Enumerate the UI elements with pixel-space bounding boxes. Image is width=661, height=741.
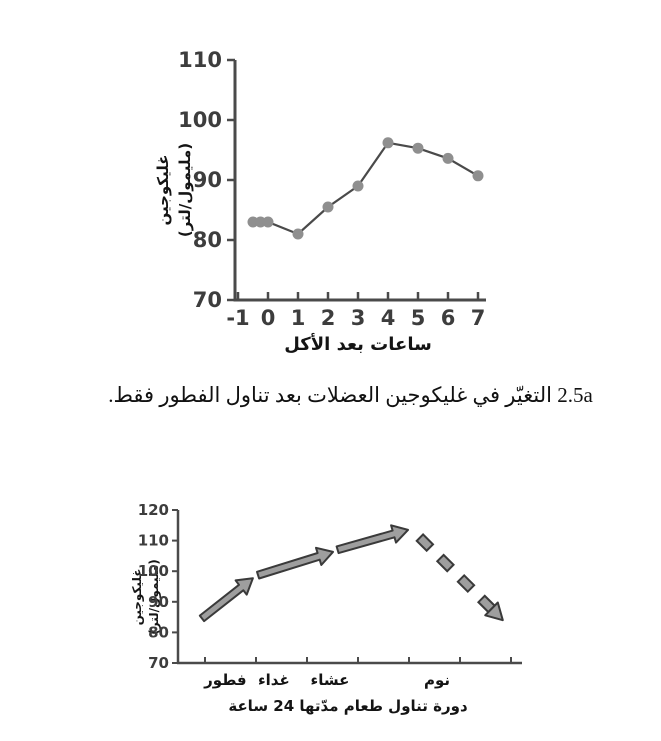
svg-text:90: 90 bbox=[193, 168, 222, 192]
figure-caption: 2.5a التغيّر في غليكوجين العضلات بعد تنا… bbox=[108, 383, 593, 407]
svg-text:100: 100 bbox=[178, 108, 222, 132]
svg-text:-1: -1 bbox=[226, 306, 249, 330]
top-line-chart-canvas: 70 80 90 100 110 -1 0 1 2 3 4 5 6 7 ساعات بعد الأكل bbox=[178, 48, 486, 355]
svg-text:110: 110 bbox=[178, 48, 222, 72]
svg-text:1: 1 bbox=[291, 306, 306, 330]
svg-text:90: 90 bbox=[148, 593, 169, 611]
svg-text:غداء: غداء bbox=[258, 671, 290, 689]
svg-text:7: 7 bbox=[471, 306, 486, 330]
svg-text:80: 80 bbox=[193, 228, 222, 252]
svg-text:2: 2 bbox=[321, 306, 336, 330]
svg-text:ساعات بعد الأكل: ساعات بعد الأكل bbox=[284, 333, 432, 355]
svg-text:100: 100 bbox=[138, 562, 169, 580]
svg-text:فطور: فطور bbox=[203, 671, 246, 689]
svg-text:120: 120 bbox=[138, 501, 169, 519]
svg-text:6: 6 bbox=[441, 306, 456, 330]
svg-text:4: 4 bbox=[381, 306, 396, 330]
svg-text:70: 70 bbox=[193, 288, 222, 312]
svg-text:نوم: نوم bbox=[424, 671, 450, 689]
svg-text:3: 3 bbox=[351, 306, 366, 330]
svg-text:70: 70 bbox=[148, 654, 169, 672]
svg-text:عشاء: عشاء bbox=[311, 671, 350, 689]
svg-text:80: 80 bbox=[148, 623, 169, 641]
bottom-arrow-chart-canvas: 70 80 90 100 110 120 فطور غداء عشاء نوم دورة تناول… bbox=[138, 501, 522, 715]
svg-text:110: 110 bbox=[138, 532, 169, 550]
svg-text:5: 5 bbox=[411, 306, 426, 330]
svg-text:0: 0 bbox=[261, 306, 276, 330]
svg-text:دورة تناول طعام مدّتها 24 ساعة: دورة تناول طعام مدّتها 24 ساعة bbox=[228, 697, 468, 715]
